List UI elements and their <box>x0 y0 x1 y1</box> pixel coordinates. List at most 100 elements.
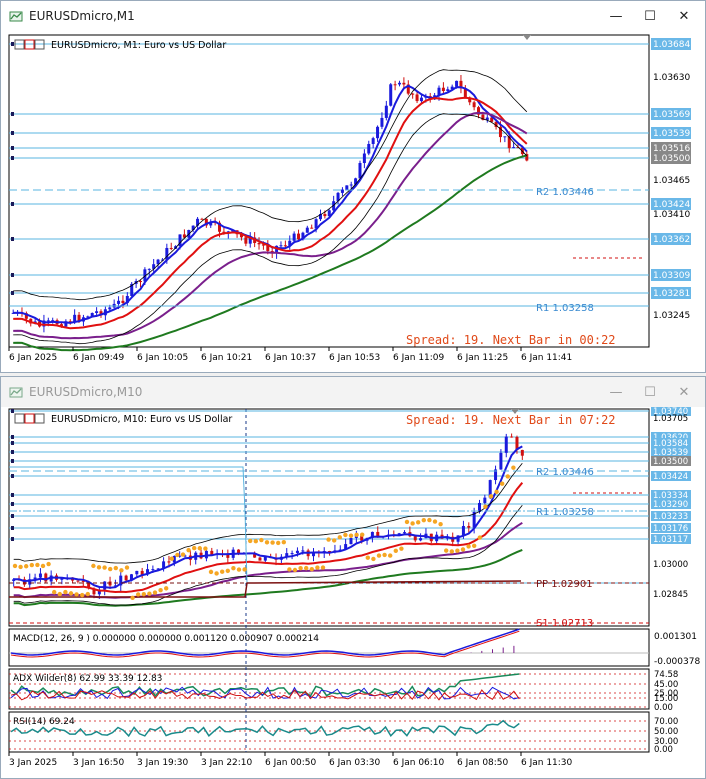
rsi-line <box>10 719 520 738</box>
candle-body <box>196 218 200 226</box>
parabolic-sar-dot <box>40 563 46 569</box>
price-label: 1.03334 <box>653 491 688 501</box>
price-axis-m10: 1.037401.037051.036201.035841.035391.035… <box>651 407 691 600</box>
price-label: 1.03630 <box>653 73 690 83</box>
parabolic-sar-dot <box>231 566 236 571</box>
r2-level-label: R2 1.03446 <box>536 187 594 198</box>
close-button[interactable]: ✕ <box>678 384 690 400</box>
price-label: 1.03245 <box>653 311 690 321</box>
parabolic-sar-dot <box>483 504 488 509</box>
time-label: 3 Jan 22:10 <box>201 758 253 768</box>
parabolic-sar-dot <box>96 565 102 570</box>
level-marker <box>11 273 14 277</box>
candle-body <box>328 551 332 553</box>
candle-body <box>108 307 112 310</box>
candle-body <box>481 114 485 120</box>
price-tag <box>651 534 691 544</box>
price-tag <box>651 233 691 245</box>
time-label: 6 Jan 00:50 <box>265 758 317 768</box>
price-label: 1.03424 <box>653 472 688 482</box>
candle-body <box>210 550 214 555</box>
parabolic-sar-dot <box>208 569 214 575</box>
candle-body <box>512 147 516 149</box>
candle-body <box>349 537 353 545</box>
parabolic-sar-dot <box>337 535 342 540</box>
adx-tick: 0.00 <box>654 703 673 713</box>
minimize-button[interactable]: — <box>609 8 623 24</box>
parabolic-sar-dot <box>57 591 62 597</box>
time-axis-m10: 3 Jan 2025 3 Jan 16:50 3 Jan 19:30 3 Jan 22… <box>8 752 573 768</box>
maximize-button[interactable]: ☐ <box>644 384 656 400</box>
candle-body <box>398 82 401 85</box>
price-label: 1.02845 <box>653 590 688 600</box>
price-tag <box>651 490 691 500</box>
candle-body <box>42 320 46 327</box>
spread-timer-m1: Spread: 19. Next Bar in 00:22 <box>406 333 616 347</box>
candle-body <box>218 222 222 232</box>
window-titlebar[interactable]: EURUSDmicro,M1 — ☐ ✕ <box>1 1 705 31</box>
candle-body <box>95 311 99 314</box>
parabolic-sar-dot <box>505 474 510 479</box>
parabolic-sar-dot <box>287 567 292 572</box>
candle-body <box>323 214 327 217</box>
bollinger-lower <box>13 113 528 345</box>
parabolic-sar-dot <box>292 567 298 573</box>
close-button[interactable]: ✕ <box>678 8 690 24</box>
price-label: 1.03117 <box>653 535 688 545</box>
adx-tick: 25.00 <box>654 689 678 699</box>
r2-level-label: R2 1.03446 <box>536 467 594 478</box>
parabolic-sar-dot <box>466 544 471 549</box>
candle-body <box>515 436 519 450</box>
candle-body <box>288 240 292 246</box>
maximize-button[interactable]: ☐ <box>644 8 656 24</box>
price-tag <box>651 523 691 533</box>
level-marker <box>11 502 14 506</box>
candles-m1 <box>9 42 649 352</box>
level-marker <box>11 291 14 295</box>
candle-body <box>402 82 406 85</box>
parabolic-sar-dot <box>416 520 421 525</box>
candle-body <box>376 126 380 139</box>
candle-body <box>64 321 68 327</box>
candle-body <box>461 525 465 536</box>
candle-body <box>119 575 123 586</box>
shift-marker-icon <box>511 409 519 414</box>
candle-body <box>86 316 90 318</box>
price-tag <box>651 127 691 139</box>
parabolic-sar-dot <box>438 521 443 527</box>
candle-body <box>344 544 348 550</box>
parabolic-sar-dot <box>460 547 466 552</box>
price-tag <box>651 38 691 50</box>
parabolic-sar-dot <box>511 465 516 470</box>
parabolic-sar-dot <box>147 591 152 596</box>
time-axis-m1: 6 Jan 2025 6 Jan 09:49 6 Jan 10:05 6 Jan 10… <box>8 347 572 363</box>
price-chart-m10[interactable]: R2 1.03446 R1 1.03258 PP 1.02901 S1 1.02… <box>1 407 705 778</box>
minimize-button[interactable]: — <box>609 384 623 400</box>
candle-body <box>393 84 397 86</box>
chart-window-m1: EURUSDmicro,M1 — ☐ ✕ R2 1.03446 R1 1.032… <box>0 0 706 373</box>
price-tag <box>651 456 691 466</box>
parabolic-sar-dot <box>393 548 398 554</box>
chart-app-icon <box>9 387 23 398</box>
candle-body <box>397 533 401 536</box>
candle-body <box>169 247 173 249</box>
parabolic-sar-dot <box>236 567 242 572</box>
candle-body <box>261 244 265 246</box>
candle-body <box>135 570 139 575</box>
candle-body <box>146 569 150 575</box>
parabolic-sar-dot <box>35 562 40 568</box>
candle-body <box>113 585 117 587</box>
window-titlebar[interactable]: EURUSDmicro,M10 — ☐ ✕ <box>1 377 705 407</box>
candle-body <box>362 153 366 164</box>
candle-body <box>472 102 476 108</box>
time-label: 3 Jan 19:30 <box>137 758 189 768</box>
parabolic-sar-dot <box>130 595 135 601</box>
parabolic-sar-dot <box>382 552 387 558</box>
adx-label: ADX Wilder(8) 62.99 33.39 12.83 <box>13 674 162 684</box>
price-label: 1.03410 <box>653 210 690 220</box>
candle-body <box>472 511 476 528</box>
price-label: 1.03500 <box>653 154 690 164</box>
candle-body <box>160 259 164 261</box>
price-chart-m1[interactable]: R2 1.03446 R1 1.03258 EURUSDmicro, M1: E… <box>1 31 705 372</box>
ma-purple-line <box>13 111 528 340</box>
